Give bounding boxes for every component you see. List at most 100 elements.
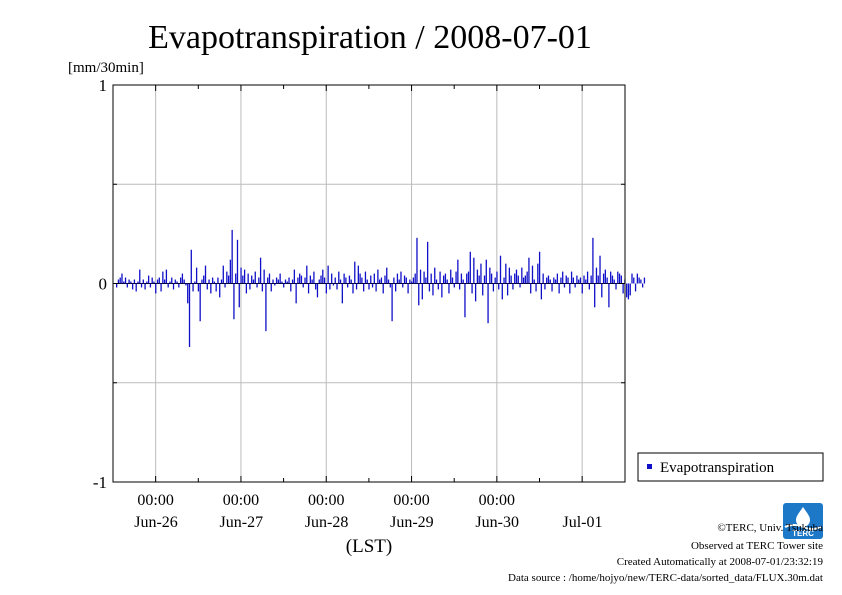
data-bar	[192, 283, 194, 292]
data-bar	[350, 279, 352, 284]
data-bar	[485, 259, 487, 284]
data-bar	[499, 255, 502, 284]
data-bar	[124, 277, 127, 284]
data-bar	[366, 279, 368, 284]
data-bar	[135, 283, 137, 292]
data-bar	[467, 271, 470, 284]
data-bar	[398, 279, 400, 284]
data-bar	[380, 277, 383, 284]
x-day-label: Jul-01	[563, 514, 603, 531]
data-bar	[492, 283, 495, 292]
data-bar	[119, 277, 121, 284]
data-bar	[370, 275, 372, 284]
data-bar	[299, 273, 301, 284]
data-bar	[400, 271, 402, 284]
data-bar	[435, 279, 438, 284]
data-source-text: Data source : /home/hojyo/new/TERC-data/…	[508, 572, 823, 584]
data-bar	[595, 267, 598, 284]
data-bar	[563, 283, 566, 288]
data-bar	[629, 283, 631, 296]
data-bar	[208, 279, 210, 284]
data-bar	[140, 283, 143, 288]
data-bar	[594, 283, 596, 308]
data-bar	[146, 281, 148, 284]
data-bar	[512, 283, 514, 290]
data-bar	[535, 283, 537, 292]
data-bar	[131, 283, 134, 290]
data-bar	[283, 283, 285, 288]
data-bar	[460, 273, 463, 284]
data-bar	[343, 273, 345, 284]
data-bar	[284, 279, 287, 284]
data-bar	[163, 279, 166, 284]
data-bar	[524, 275, 527, 284]
data-bar	[503, 277, 505, 284]
data-bar	[425, 277, 427, 284]
data-bar	[187, 283, 189, 304]
data-bar	[188, 283, 191, 348]
data-bar	[395, 283, 397, 292]
data-bar	[462, 279, 464, 284]
data-bar	[617, 271, 619, 284]
data-bar	[494, 277, 496, 284]
data-bar	[416, 237, 418, 284]
data-bar	[295, 283, 297, 304]
y-tick-label: 1	[99, 76, 108, 95]
data-bar	[190, 249, 192, 284]
data-bar	[450, 269, 452, 284]
data-bar	[348, 275, 351, 284]
data-bar	[329, 283, 331, 290]
data-bar	[311, 279, 313, 284]
data-bar	[642, 283, 644, 288]
x-tick-time-label: 00:00	[223, 492, 259, 509]
data-bar	[327, 265, 329, 284]
data-bar	[588, 283, 590, 290]
data-bar	[640, 279, 642, 284]
x-day-label: Jun-27	[220, 514, 264, 531]
data-bar	[473, 257, 475, 284]
data-bar	[389, 283, 391, 288]
data-bar	[334, 277, 336, 284]
data-bar	[371, 283, 374, 288]
data-bar	[229, 259, 232, 284]
data-bar	[300, 275, 303, 284]
data-bar	[510, 275, 512, 284]
data-bar	[432, 283, 434, 296]
data-bar	[471, 283, 473, 294]
x-day-label: Jun-29	[390, 514, 434, 531]
data-bar	[199, 283, 201, 322]
data-bar	[302, 283, 304, 288]
data-bar	[183, 279, 185, 284]
data-bar	[578, 279, 580, 284]
data-bar	[489, 267, 491, 284]
data-bar	[501, 283, 503, 300]
data-bar	[313, 271, 315, 284]
data-bar	[412, 277, 415, 284]
legend-swatch	[647, 464, 652, 469]
data-bar	[249, 283, 251, 290]
data-bar	[226, 271, 228, 284]
data-bar	[631, 273, 633, 284]
data-bar	[439, 271, 441, 284]
data-bar	[517, 275, 519, 284]
data-bar	[498, 283, 500, 290]
data-bar	[393, 277, 395, 284]
data-bar	[379, 279, 381, 284]
data-bar	[277, 279, 280, 284]
data-bar	[457, 259, 459, 284]
data-bar	[316, 283, 319, 298]
data-bar	[615, 283, 617, 290]
copyright-text: ©TERC, Univ. Tsukuba	[717, 522, 823, 534]
data-bar	[318, 279, 320, 284]
data-bar	[126, 283, 128, 288]
data-bar	[172, 283, 175, 290]
data-bar	[478, 275, 480, 284]
data-bar	[542, 273, 544, 284]
data-bar	[258, 277, 260, 284]
data-bar	[572, 277, 575, 284]
y-axis-ticks: -1 0 1	[93, 76, 625, 492]
data-bar	[224, 283, 226, 288]
data-bar	[322, 269, 324, 284]
data-bar	[482, 283, 484, 296]
data-bar	[464, 283, 466, 318]
